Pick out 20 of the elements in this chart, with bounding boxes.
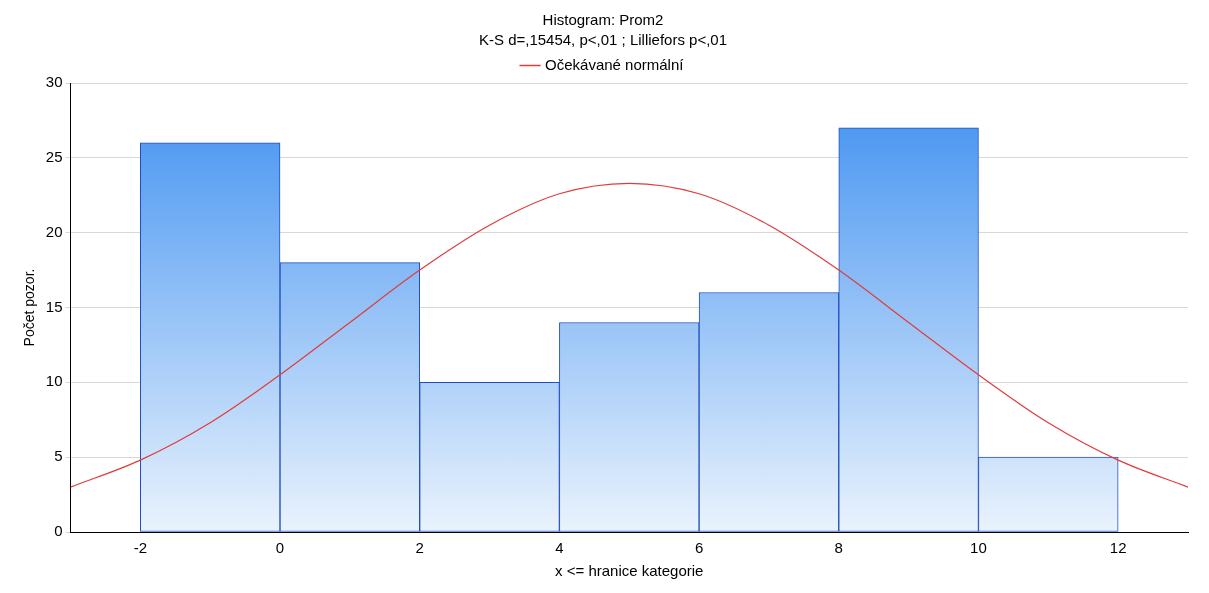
- x-tick-label: 0: [275, 539, 285, 557]
- legend-label: Očekávané normální: [545, 55, 685, 73]
- x-tick-label: 12: [1109, 539, 1127, 557]
- x-tick-label: 6: [694, 539, 704, 557]
- y-tick-label: 15: [45, 297, 63, 315]
- y-tick-label: 0: [54, 522, 63, 540]
- x-tick-label: 10: [970, 539, 987, 557]
- x-tick-label: 4: [555, 539, 564, 557]
- y-tick-label: 25: [45, 147, 63, 165]
- x-axis-title: x <= hranice kategorie: [555, 562, 704, 580]
- y-tick-label: 5: [54, 447, 63, 465]
- x-tick-label: 8: [834, 539, 843, 557]
- y-tick-label: 10: [45, 372, 63, 390]
- y-tick-label: 30: [45, 73, 63, 91]
- chart-title: Histogram: Prom2: [542, 11, 664, 29]
- y-axis-title: Počet pozor.: [21, 268, 38, 347]
- x-tick-label: -2: [133, 539, 147, 557]
- x-tick-label: 2: [415, 539, 424, 557]
- chart-subtitle: K-S d=,15454, p<,01 ; Lilliefors p<,01: [478, 31, 728, 49]
- y-tick-label: 20: [45, 222, 63, 240]
